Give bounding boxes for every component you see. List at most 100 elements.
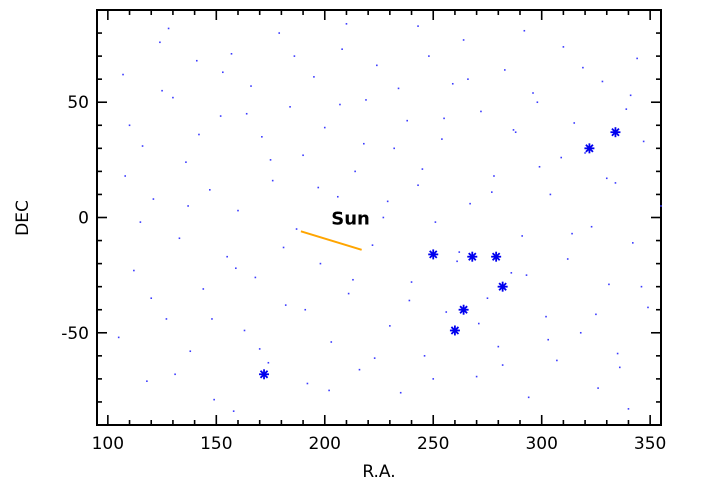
background-point: [222, 71, 224, 74]
background-point: [213, 398, 215, 401]
background-point: [597, 387, 599, 389]
y-axis-label: DEC: [13, 200, 33, 236]
source-marker: [584, 143, 595, 154]
background-point: [226, 255, 228, 258]
background-point: [304, 308, 307, 311]
background-point: [172, 96, 174, 99]
background-point: [632, 242, 634, 244]
background-point: [382, 216, 385, 219]
x-axis-label: R.A.: [362, 462, 396, 482]
background-point: [417, 184, 419, 187]
background-point: [443, 117, 445, 120]
background-point: [302, 154, 304, 157]
background-point: [282, 246, 285, 249]
x-tick-label: 250: [417, 434, 449, 454]
background-point: [590, 225, 593, 228]
y-tick-label: -50: [61, 324, 89, 344]
sun-label: Sun: [331, 208, 370, 229]
background-point: [159, 41, 161, 44]
background-point: [295, 228, 298, 230]
background-point: [189, 350, 192, 353]
background-point: [510, 272, 513, 274]
background-point: [267, 361, 270, 364]
background-point: [445, 311, 448, 313]
background-point: [237, 209, 239, 212]
background-point: [352, 278, 354, 281]
y-tick-label: 0: [78, 209, 89, 229]
background-point: [250, 85, 252, 87]
source-marker: [259, 369, 270, 380]
x-tick-label: 150: [200, 434, 232, 454]
background-point: [243, 329, 246, 332]
background-point: [365, 99, 367, 101]
background-point: [358, 368, 361, 371]
source-marker: [610, 127, 621, 138]
background-point: [341, 48, 343, 50]
background-point: [336, 195, 339, 198]
background-point: [406, 119, 408, 122]
background-point: [556, 359, 558, 362]
background-point: [389, 325, 391, 327]
background-point: [323, 126, 326, 129]
background-point: [512, 129, 515, 131]
background-point: [397, 87, 400, 90]
y-tick-label: 50: [67, 93, 89, 113]
background-point: [211, 318, 213, 320]
background-point: [421, 168, 424, 170]
background-point: [582, 66, 584, 69]
source-marker: [428, 249, 439, 260]
source-marker: [458, 304, 469, 315]
background-point: [319, 262, 322, 265]
background-point: [278, 32, 281, 34]
background-point: [122, 73, 124, 76]
background-point: [536, 101, 539, 104]
background-point: [618, 366, 621, 369]
background-point: [560, 156, 563, 159]
background-point: [423, 355, 426, 357]
background-point: [584, 152, 586, 154]
background-point: [547, 338, 549, 341]
background-point: [538, 165, 541, 168]
background-point: [269, 159, 272, 161]
x-tick-label: 350: [634, 434, 666, 454]
background-point: [373, 357, 376, 359]
background-point: [317, 186, 320, 189]
background-point: [523, 29, 526, 32]
x-tick-label: 300: [525, 434, 557, 454]
background-point: [271, 179, 274, 182]
source-marker: [449, 325, 460, 336]
background-point: [245, 112, 248, 115]
background-point: [545, 315, 547, 318]
background-point: [330, 341, 333, 343]
background-point: [209, 189, 211, 191]
background-point: [306, 382, 309, 385]
background-point: [441, 138, 443, 140]
background-point: [133, 269, 135, 272]
background-point: [178, 237, 181, 240]
background-point: [152, 198, 155, 200]
source-marker: [491, 251, 502, 262]
background-point: [647, 306, 649, 309]
background-point: [386, 200, 389, 203]
background-point: [198, 133, 200, 136]
background-point: [345, 23, 348, 25]
background-point: [174, 373, 176, 376]
background-point: [477, 322, 480, 325]
background-point: [616, 352, 619, 355]
background-point: [146, 380, 148, 382]
background-point: [605, 177, 608, 180]
background-point: [399, 391, 402, 394]
background-point: [141, 145, 144, 147]
background-point: [284, 304, 287, 306]
background-point: [525, 274, 528, 276]
background-point: [289, 106, 291, 108]
background-point: [521, 235, 523, 237]
background-point: [195, 59, 198, 62]
background-point: [532, 92, 534, 94]
source-marker: [467, 251, 478, 262]
background-point: [371, 244, 374, 246]
background-point: [432, 378, 435, 380]
background-point: [451, 82, 454, 85]
